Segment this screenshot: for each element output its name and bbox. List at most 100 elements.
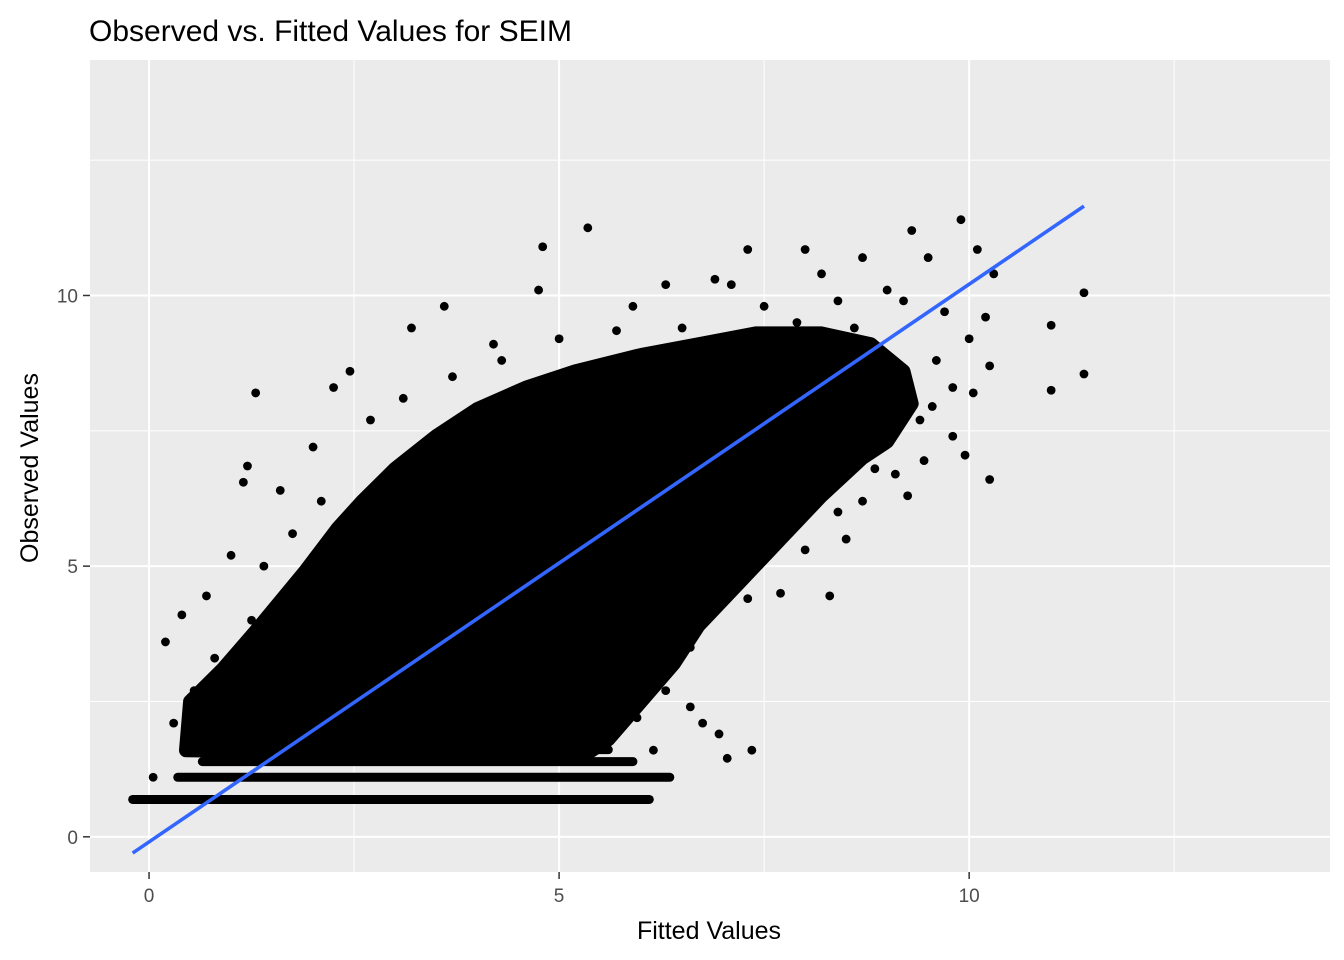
data-point bbox=[148, 795, 158, 804]
data-point bbox=[210, 653, 220, 663]
axis-ticks: 0 5 10 0 5 10 bbox=[57, 286, 980, 907]
data-point bbox=[288, 529, 297, 539]
data-point bbox=[882, 372, 892, 382]
data-point bbox=[603, 724, 613, 733]
data-point bbox=[841, 534, 851, 544]
data-point bbox=[243, 461, 252, 471]
data-point bbox=[903, 491, 913, 501]
data-point bbox=[825, 591, 835, 601]
data-point bbox=[923, 253, 933, 262]
data-point bbox=[907, 226, 917, 235]
data-point bbox=[308, 442, 318, 452]
data-point bbox=[1079, 288, 1089, 298]
data-point bbox=[661, 772, 671, 782]
data-point bbox=[189, 686, 199, 696]
data-point bbox=[202, 591, 211, 601]
data-point bbox=[882, 285, 892, 295]
data-point bbox=[833, 507, 843, 517]
data-point bbox=[981, 312, 990, 322]
data-point bbox=[931, 356, 941, 365]
fit-line bbox=[131, 204, 1085, 855]
data-point bbox=[238, 477, 248, 487]
data-point bbox=[538, 242, 548, 252]
data-point bbox=[275, 485, 285, 495]
data-point bbox=[685, 702, 695, 712]
data-point bbox=[940, 307, 949, 317]
x-axis-title: Fitted Values bbox=[637, 917, 781, 945]
data-point bbox=[722, 753, 732, 763]
data-point bbox=[407, 323, 416, 333]
data-point bbox=[800, 245, 810, 254]
data-point bbox=[743, 245, 753, 254]
data-point bbox=[870, 464, 880, 474]
data-point bbox=[177, 610, 187, 620]
data-point bbox=[685, 642, 695, 652]
data-point bbox=[448, 372, 457, 382]
data-point bbox=[792, 318, 802, 327]
data-point bbox=[1046, 385, 1056, 395]
data-point bbox=[800, 545, 810, 555]
data-point bbox=[677, 323, 687, 333]
data-point bbox=[747, 745, 757, 755]
data-point bbox=[919, 456, 929, 465]
data-point bbox=[612, 326, 621, 336]
data-point bbox=[661, 280, 671, 290]
data-point bbox=[858, 496, 867, 506]
data-point bbox=[439, 301, 449, 311]
data-point bbox=[628, 301, 638, 311]
data-point bbox=[849, 323, 859, 333]
data-point bbox=[858, 253, 867, 262]
data-point bbox=[534, 285, 543, 295]
data-point bbox=[948, 383, 958, 392]
data-point bbox=[316, 496, 326, 506]
data-point bbox=[726, 280, 736, 290]
data-point bbox=[964, 334, 974, 344]
data-point bbox=[817, 269, 826, 279]
data-point bbox=[890, 469, 900, 479]
data-point bbox=[329, 383, 338, 392]
data-point bbox=[489, 339, 498, 349]
y-tick-label: 10 bbox=[57, 286, 78, 307]
data-point bbox=[661, 686, 671, 696]
data-point bbox=[226, 550, 236, 560]
data-point bbox=[251, 388, 261, 398]
data-point bbox=[161, 637, 170, 647]
data-point bbox=[710, 599, 720, 609]
data-point bbox=[776, 588, 785, 598]
data-point bbox=[714, 729, 724, 739]
data-point bbox=[899, 296, 908, 306]
x-tick-label: 0 bbox=[144, 886, 155, 907]
data-point bbox=[583, 223, 593, 233]
y-axis-title: Observed Values bbox=[16, 373, 44, 563]
chart-title: Observed vs. Fitted Values for SEIM bbox=[89, 15, 572, 48]
data-point bbox=[169, 718, 179, 728]
y-tick-label: 0 bbox=[67, 828, 78, 849]
data-point bbox=[497, 356, 507, 365]
data-point bbox=[1046, 320, 1056, 330]
data-point bbox=[743, 594, 753, 604]
data-point bbox=[554, 334, 564, 344]
data-point bbox=[398, 393, 408, 403]
data-point bbox=[985, 475, 995, 484]
data-point bbox=[345, 366, 355, 376]
data-points bbox=[128, 215, 1089, 804]
data-point bbox=[148, 772, 158, 782]
data-point bbox=[1079, 369, 1089, 379]
data-point bbox=[874, 388, 884, 398]
y-tick-label: 5 bbox=[67, 557, 78, 578]
data-point bbox=[132, 795, 142, 804]
data-point bbox=[833, 296, 843, 306]
data-point bbox=[915, 415, 925, 425]
data-point bbox=[759, 301, 769, 311]
data-point bbox=[956, 215, 966, 225]
point-cloud bbox=[179, 326, 919, 763]
fit-line-layer bbox=[131, 204, 1085, 855]
data-point bbox=[960, 450, 970, 460]
data-point bbox=[456, 442, 466, 452]
data-point bbox=[698, 718, 708, 728]
x-tick-label: 10 bbox=[959, 886, 980, 907]
data-point bbox=[989, 269, 999, 279]
data-point bbox=[985, 361, 995, 371]
data-point bbox=[972, 245, 982, 254]
